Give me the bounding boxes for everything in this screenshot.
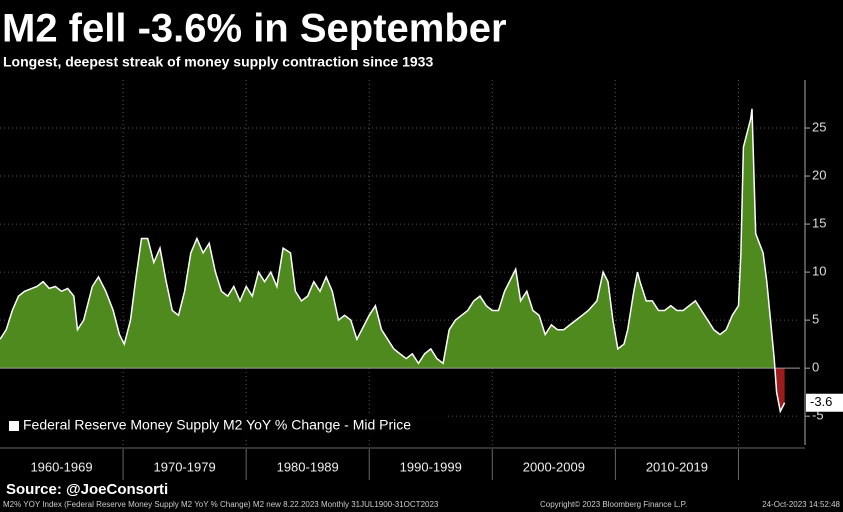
footer-left: M2% YOY Index (Federal Reserve Money Sup… [3,500,439,509]
x-tick-label: 2010-2019 [646,459,708,474]
y-tick-label: 20 [812,167,826,182]
footer-center: Copyright© 2023 Bloomberg Finance L.P. [540,500,687,509]
x-tick-label: 1960-1969 [30,459,92,474]
footer-right: 24-Oct-2023 14:52:48 [762,500,840,509]
chart-subtitle: Longest, deepest streak of money supply … [3,54,433,70]
x-tick-label: 2000-2009 [523,459,585,474]
y-tick-label: 5 [812,312,819,327]
last-value-label: -3.6 [810,394,832,409]
legend-box [0,414,445,438]
area-positive [0,108,775,369]
chart-title: M2 fell -3.6% in September [2,7,507,51]
y-tick-label: -5 [812,408,824,423]
legend-label: Federal Reserve Money Supply M2 YoY % Ch… [23,417,411,433]
x-tick-label: 1970-1979 [154,459,216,474]
legend-swatch [9,421,19,431]
last-value-box [806,393,843,412]
y-tick-label: 0 [812,360,819,375]
source: Source: @JoeConsorti [6,481,168,498]
x-tick-label: 1990-1999 [400,459,462,474]
y-tick-label: 10 [812,264,826,279]
y-tick-label: 15 [812,216,826,231]
x-tick-label: 1980-1989 [277,459,339,474]
y-tick-label: 25 [812,119,826,134]
line [0,108,786,414]
